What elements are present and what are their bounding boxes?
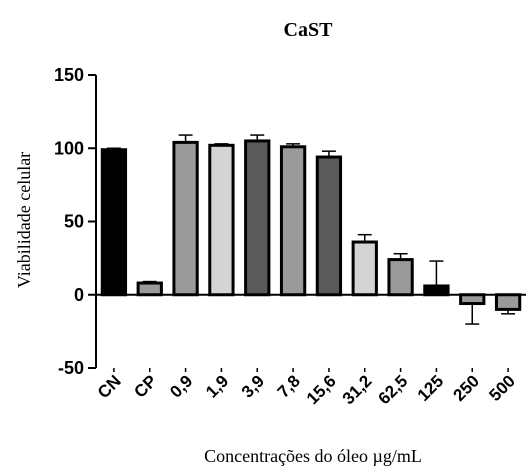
y-tick-label: 0 — [74, 285, 84, 305]
x-tick-label: 1,9 — [202, 371, 232, 401]
x-tick-label: 62,5 — [375, 371, 412, 408]
x-tick-label: 7,8 — [274, 371, 304, 401]
x-tick-label: 0,9 — [166, 371, 196, 401]
bar-125 — [423, 284, 450, 297]
y-tick-label: 150 — [54, 65, 84, 85]
y-tick-label: -50 — [58, 358, 84, 378]
bar-7,8 — [279, 145, 307, 297]
y-tick-label: 50 — [64, 212, 84, 232]
bar-1,9 — [208, 143, 235, 297]
x-tick-label: 250 — [450, 371, 483, 404]
x-tick-label: 500 — [485, 371, 518, 404]
bar-500 — [494, 293, 522, 311]
x-tick-label: 125 — [414, 371, 447, 404]
chart-title: CaST — [284, 19, 334, 41]
bar-3,9 — [244, 139, 271, 297]
bar-250 — [459, 293, 486, 306]
bar-62,5 — [387, 258, 414, 297]
bar-15,6 — [315, 155, 343, 297]
bar-31,2 — [351, 240, 378, 297]
plot-area: -50 0 50 100 150 CN CP 0,9 1,9 3,9 7,815,631,262,5… — [54, 65, 526, 408]
bar-CN — [100, 148, 128, 297]
x-tick-label: CN — [94, 371, 125, 402]
x-tick-label: CP — [130, 371, 160, 401]
x-axis-label: Concentrações do óleo µg/mL — [204, 446, 422, 466]
y-axis-label: Viabilidade celular — [14, 152, 34, 288]
x-tick-label: 31,2 — [339, 371, 376, 408]
x-tick-label: 15,6 — [303, 371, 340, 408]
y-tick-label: 100 — [54, 138, 84, 158]
bar-0,9 — [172, 140, 199, 297]
x-tick-label: 3,9 — [238, 371, 268, 401]
bar-CP — [136, 281, 163, 297]
